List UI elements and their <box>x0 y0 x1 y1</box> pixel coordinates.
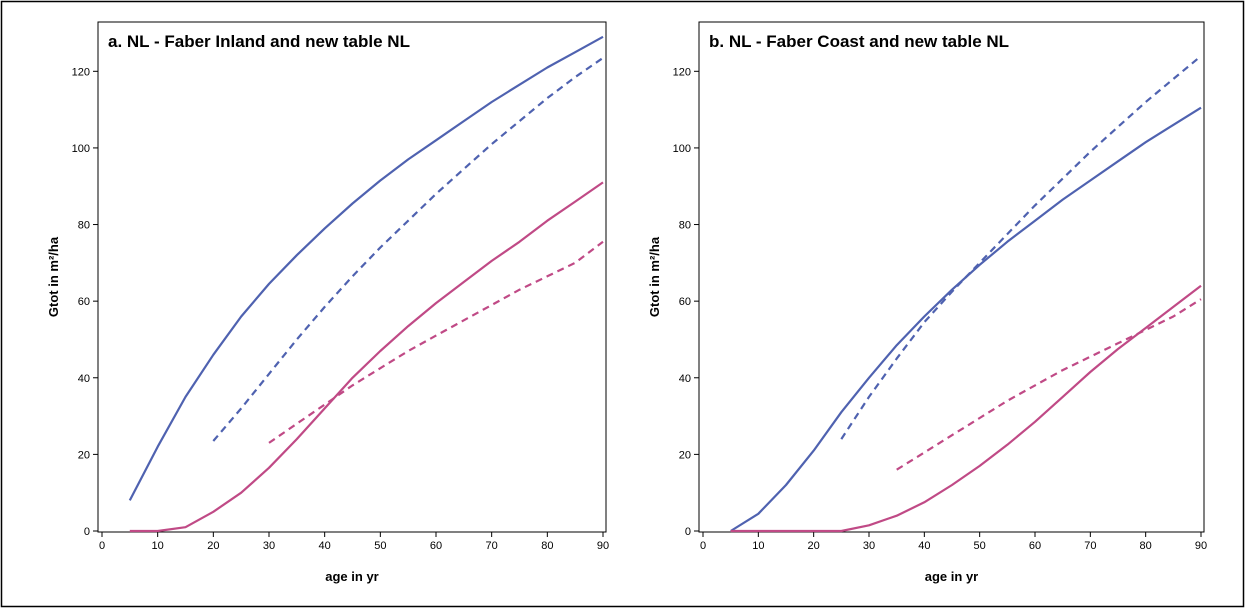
series-line-solid <box>730 284 1202 533</box>
x-tick-label: 0 <box>700 540 706 552</box>
x-axis-title: age in yr <box>925 569 978 584</box>
x-tick-label: 20 <box>808 540 820 552</box>
y-tick-label: 60 <box>78 296 90 308</box>
x-tick-label: 90 <box>1195 540 1207 552</box>
x-tick-label: 0 <box>99 540 105 552</box>
x-tick-label: 20 <box>207 540 219 552</box>
y-axis-title: Gtot in m²/ha <box>46 236 61 317</box>
panel-title: a. NL - Faber Inland and new table NL <box>108 32 410 51</box>
x-tick-label: 90 <box>597 540 609 552</box>
axis-ticks: 0 10 20 30 40 50 60 70 80 90 0 20 40 60 80 100 120 <box>72 66 609 552</box>
y-tick-label: 40 <box>78 373 90 385</box>
panel-a: a. NL - Faber Inland and new table NL ag… <box>46 21 609 584</box>
series-line-solid <box>129 181 604 533</box>
y-tick-label: 0 <box>685 526 691 538</box>
x-tick-label: 70 <box>486 540 498 552</box>
y-tick-label: 100 <box>673 143 691 155</box>
series-layer <box>730 55 1202 533</box>
series-layer <box>128 35 604 533</box>
plot-frame <box>97 21 607 533</box>
x-tick-label: 40 <box>918 540 930 552</box>
x-tick-label: 60 <box>430 540 442 552</box>
y-tick-label: 0 <box>84 526 90 538</box>
y-tick-label: 120 <box>72 66 90 78</box>
y-tick-label: 40 <box>679 373 691 385</box>
x-axis-title: age in yr <box>325 569 378 584</box>
x-tick-label: 40 <box>319 540 331 552</box>
series-line-solid <box>128 35 604 501</box>
x-tick-label: 80 <box>541 540 553 552</box>
series-line-dashed <box>896 298 1202 471</box>
x-tick-label: 50 <box>974 540 986 552</box>
y-tick-label: 20 <box>78 449 90 461</box>
x-tick-label: 30 <box>863 540 875 552</box>
y-tick-label: 120 <box>673 66 691 78</box>
y-axis-title: Gtot in m²/ha <box>647 236 662 317</box>
series-line-dashed <box>268 240 604 444</box>
y-tick-label: 80 <box>679 220 691 232</box>
x-tick-label: 70 <box>1084 540 1096 552</box>
x-tick-label: 80 <box>1140 540 1152 552</box>
y-tick-label: 100 <box>72 143 90 155</box>
x-tick-label: 50 <box>374 540 386 552</box>
x-tick-label: 10 <box>752 540 764 552</box>
series-line-dashed <box>840 55 1202 440</box>
x-tick-label: 10 <box>152 540 164 552</box>
y-tick-label: 80 <box>78 220 90 232</box>
panel-b: b. NL - Faber Coast and new table NL age… <box>647 21 1207 584</box>
x-tick-label: 30 <box>263 540 275 552</box>
series-line-dashed <box>212 56 604 442</box>
y-tick-label: 60 <box>679 296 691 308</box>
plot-frame <box>698 21 1205 533</box>
axis-ticks: 0 10 20 30 40 50 60 70 80 90 0 20 40 60 80 100 120 <box>673 66 1207 552</box>
y-tick-label: 20 <box>679 449 691 461</box>
panel-title: b. NL - Faber Coast and new table NL <box>709 32 1009 51</box>
x-tick-label: 60 <box>1029 540 1041 552</box>
